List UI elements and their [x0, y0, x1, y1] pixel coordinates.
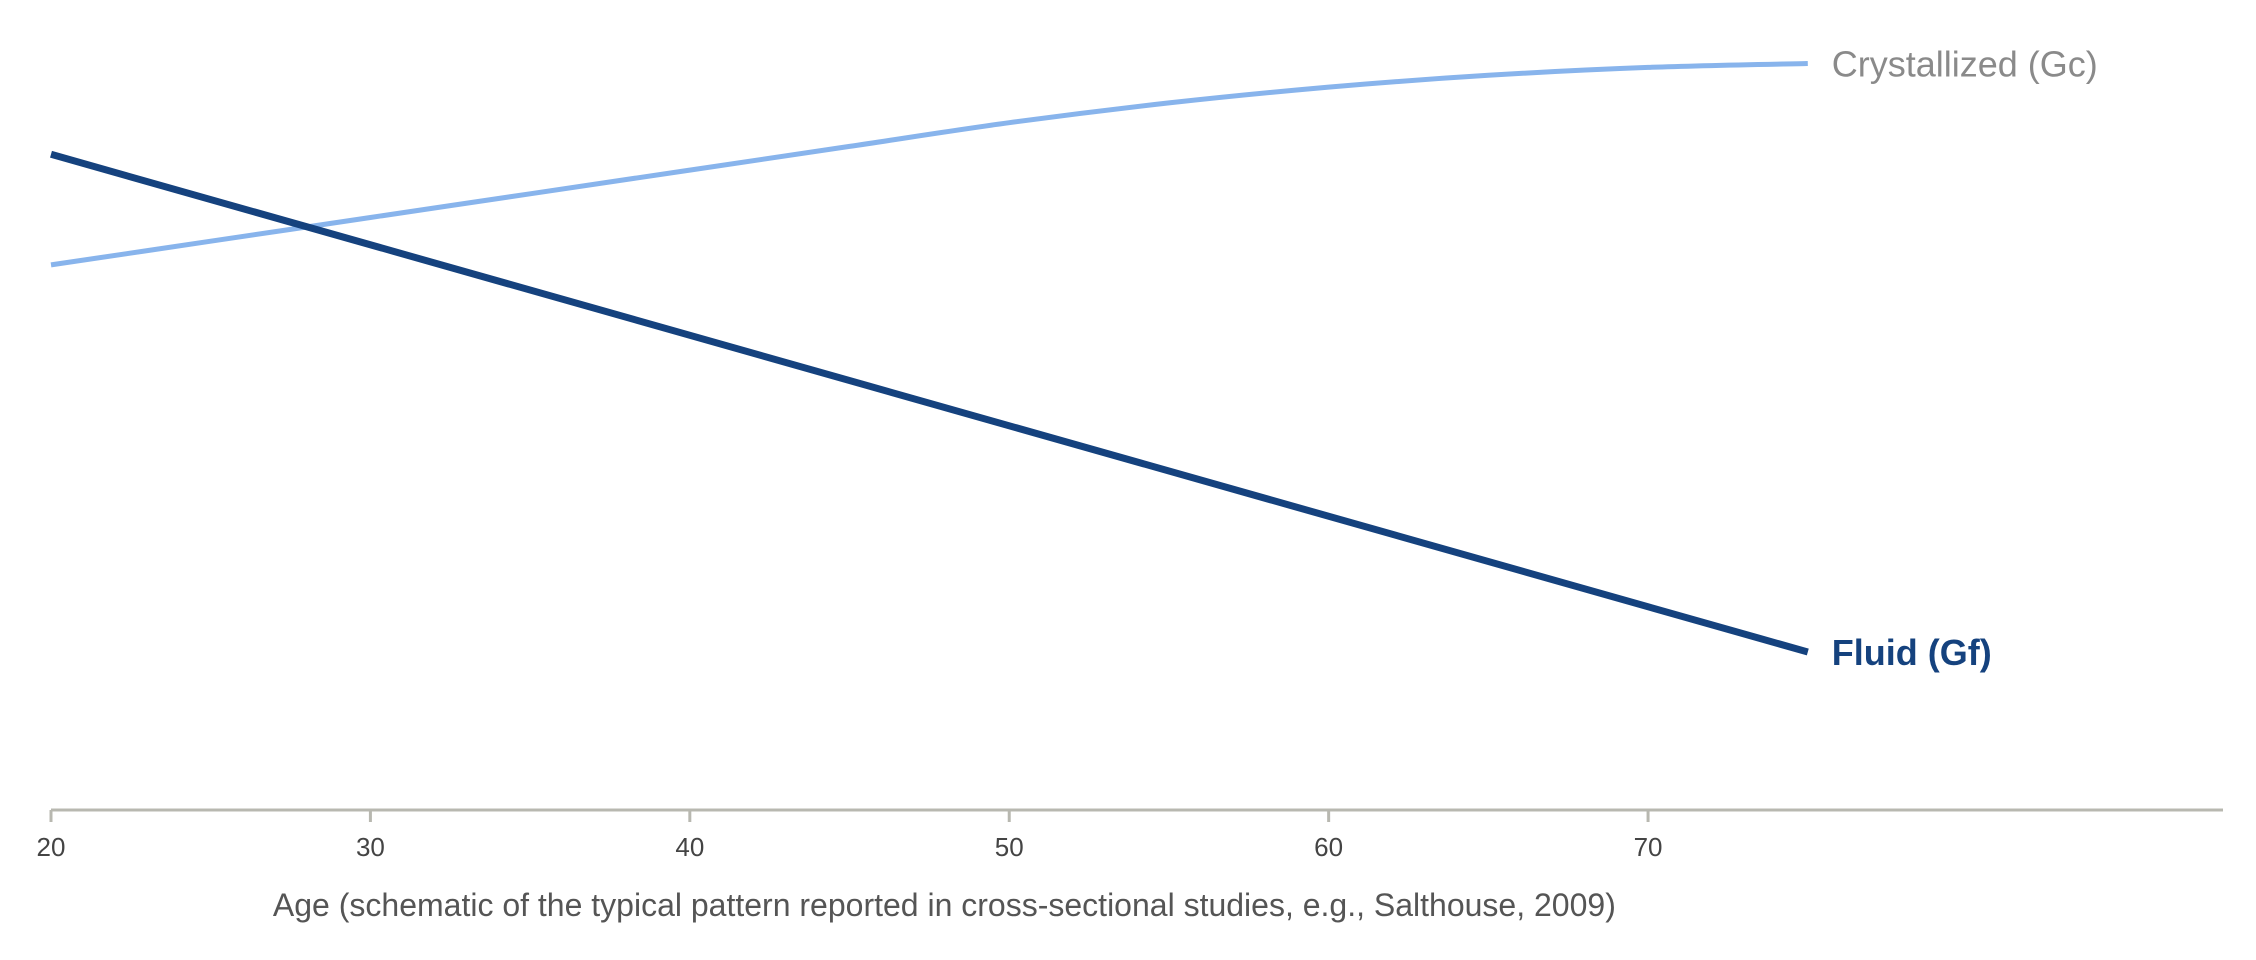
- x-tick-label: 20: [37, 832, 66, 862]
- series-label-gf: Fluid (Gf): [1832, 632, 1992, 673]
- x-axis-ticks: 20 30 40 50 60 70: [37, 810, 1663, 862]
- x-axis-title: Age (schematic of the typical pattern re…: [273, 887, 1616, 923]
- series-line-gc: [50, 61, 1808, 268]
- x-tick-label: 30: [356, 832, 385, 862]
- series-lines: [50, 61, 1809, 656]
- series-labels: Crystallized (Gc) Fluid (Gf): [1832, 43, 2098, 673]
- x-tick-label: 40: [675, 832, 704, 862]
- x-tick-label: 60: [1314, 832, 1343, 862]
- x-tick-label: 70: [1634, 832, 1663, 862]
- x-tick-label: 50: [995, 832, 1024, 862]
- series-label-gc: Crystallized (Gc): [1832, 43, 2098, 84]
- series-line-gf: [50, 150, 1809, 656]
